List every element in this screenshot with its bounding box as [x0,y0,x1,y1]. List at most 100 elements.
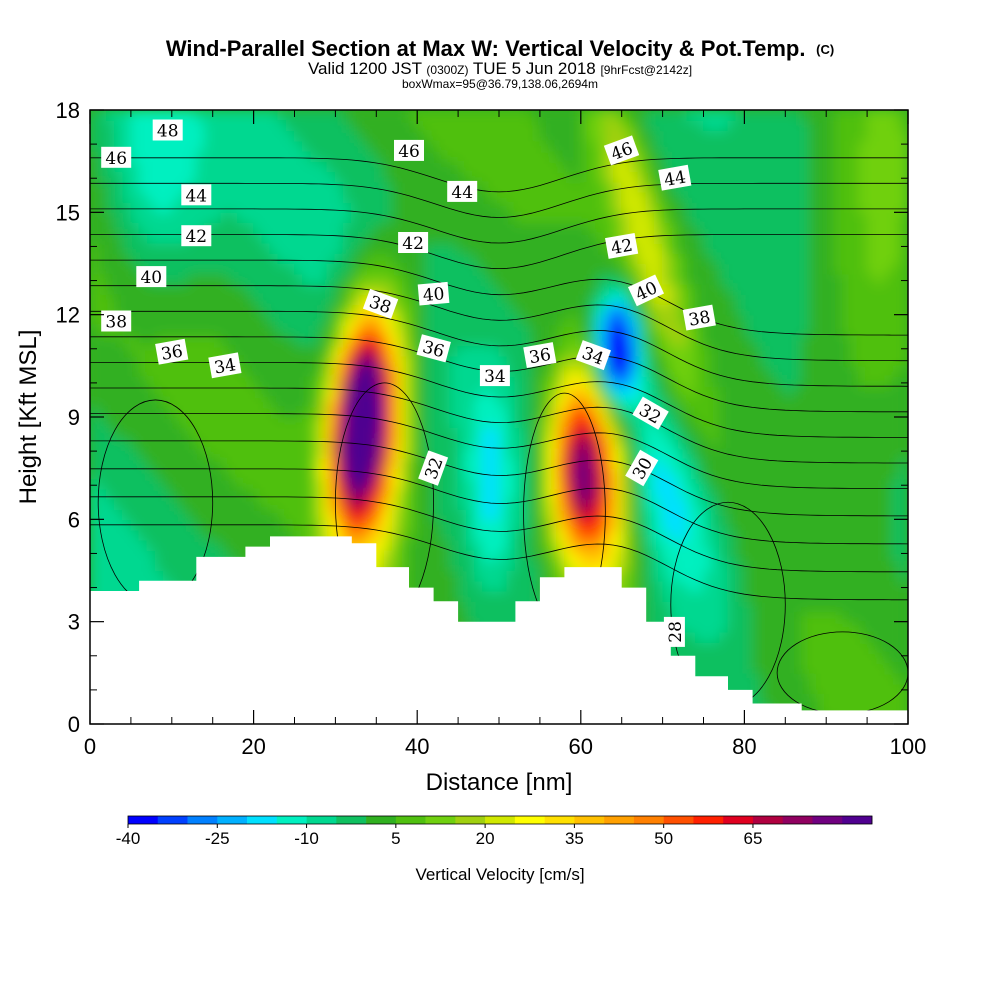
colorbar-tick-label: 65 [743,829,762,848]
colorbar-swatch [574,816,605,824]
colorbar-swatch [217,816,248,824]
x-tick-label: 20 [241,734,265,759]
pot-temp-contour [90,234,908,270]
colorbar-swatch [455,816,486,824]
pot-temp-label-text: 48 [157,122,179,142]
pot-temp-label: 46 [394,139,424,162]
pot-temp-label-text: 46 [105,149,127,169]
y-tick-label: 3 [68,610,80,635]
chart-subtitle-box: boxWmax=95@36.79,138.06,2694m [402,77,598,91]
colorbar-swatch [693,816,724,824]
x-tick-label: 0 [84,734,96,759]
pot-temp-contour [90,413,908,489]
colorbar-tick-label: -40 [116,829,141,848]
pot-temp-label-text: 42 [185,227,207,247]
pot-temp-contour [90,182,908,218]
x-tick-label: 60 [569,734,593,759]
pot-temp-label: 38 [682,304,716,331]
pot-temp-label-text: 44 [185,186,207,206]
pot-temp-label: 42 [181,225,212,247]
pot-temp-label: 48 [152,119,183,142]
y-tick-label: 15 [56,200,80,225]
pot-temp-label: 34 [479,365,510,387]
pot-temp-label-text: 44 [451,183,473,203]
pot-temp-label-text: 42 [402,234,424,254]
pot-temp-contour [90,310,908,387]
colorbar-swatch [723,816,754,824]
chart-title: Wind-Parallel Section at Max W: Vertical… [166,35,834,62]
y-tick-label: 18 [56,98,80,123]
x-axis-title: Distance [nm] [426,769,573,796]
pot-temp-contour [90,157,908,193]
pot-temp-label: 44 [181,184,212,206]
colorbar-swatch [366,816,397,824]
y-tick-label: 12 [56,303,80,328]
colorbar-swatch [514,816,545,824]
colorbar-swatch [336,816,367,824]
pot-temp-label-text: 42 [609,236,634,259]
pot-temp-label-text: 40 [140,268,162,288]
colorbar-swatch [395,816,426,824]
pot-temp-label: 44 [447,180,478,203]
pot-temp-label-text: 44 [663,167,688,190]
pot-temp-label: 38 [101,310,132,333]
colorbar-swatch [485,816,516,824]
pot-temp-label: 42 [398,232,429,254]
colorbar-swatch [633,816,664,824]
pot-temp-contour [90,440,908,517]
y-axis-title: Height [Kft MSL] [15,330,42,505]
colorbar-swatch [812,816,843,824]
pot-temp-label: 36 [523,342,557,368]
colorbar-swatch [752,816,784,824]
colorbar-tick-label: 50 [654,829,673,848]
pot-temp-label-text: 34 [484,367,506,387]
colorbar-tick-label: -10 [294,829,319,848]
colorbar-swatch [604,816,635,824]
pot-temp-label: 36 [155,338,189,365]
pot-temp-label-text: 38 [105,313,127,333]
pot-temp-label: 46 [101,146,132,169]
pot-temp-contour [90,259,908,336]
colorbar-swatch [425,816,456,824]
colorbar-swatch [187,816,218,824]
x-tick-label: 100 [890,734,927,759]
colorbar-swatch [782,816,813,824]
pot-temp-label-text: 38 [687,307,712,330]
colorbar: -40 -25 -10 5 20 35 50 65 [116,815,873,848]
pot-temp-label: 34 [208,352,242,379]
chart-subtitle: Valid 1200 JST (0300Z) TUE 5 Jun 2018 [9… [308,59,692,78]
x-tick-label: 80 [732,734,756,759]
colorbar-swatch [247,816,278,824]
colorbar-swatch [128,816,159,824]
colorbar-swatch [842,816,873,824]
colorbar-tick-label: 5 [391,829,400,848]
pot-temp-label-text: 46 [398,142,420,162]
terrain [90,536,908,724]
colorbar-tick-label: 20 [476,829,495,848]
pot-temp-label-text: 40 [422,284,445,306]
pot-temp-label: 42 [605,232,639,259]
pot-temp-label-text: 36 [528,345,553,368]
colorbar-swatch [544,816,575,824]
pot-temp-contour [90,496,908,573]
pot-temp-contour [90,468,908,545]
pot-temp-contour [90,285,908,362]
x-axis: 0 20 40 60 80 100 [84,110,926,759]
pot-temp-label-text: 34 [213,355,238,378]
pot-temp-label: 40 [136,266,167,288]
colorbar-tick-label: -25 [205,829,230,848]
y-tick-label: 6 [68,507,80,532]
y-tick-label: 9 [68,405,80,430]
colorbar-swatch [663,816,694,824]
colorbar-tick-label: 35 [565,829,584,848]
y-tick-label: 0 [68,712,80,737]
pot-temp-label-text: 36 [160,341,185,364]
pot-temp-label: 44 [658,164,692,191]
pot-temp-label: 40 [417,281,450,306]
x-tick-label: 40 [405,734,429,759]
pot-temp-contour [90,387,908,464]
colorbar-swatch [276,816,307,824]
